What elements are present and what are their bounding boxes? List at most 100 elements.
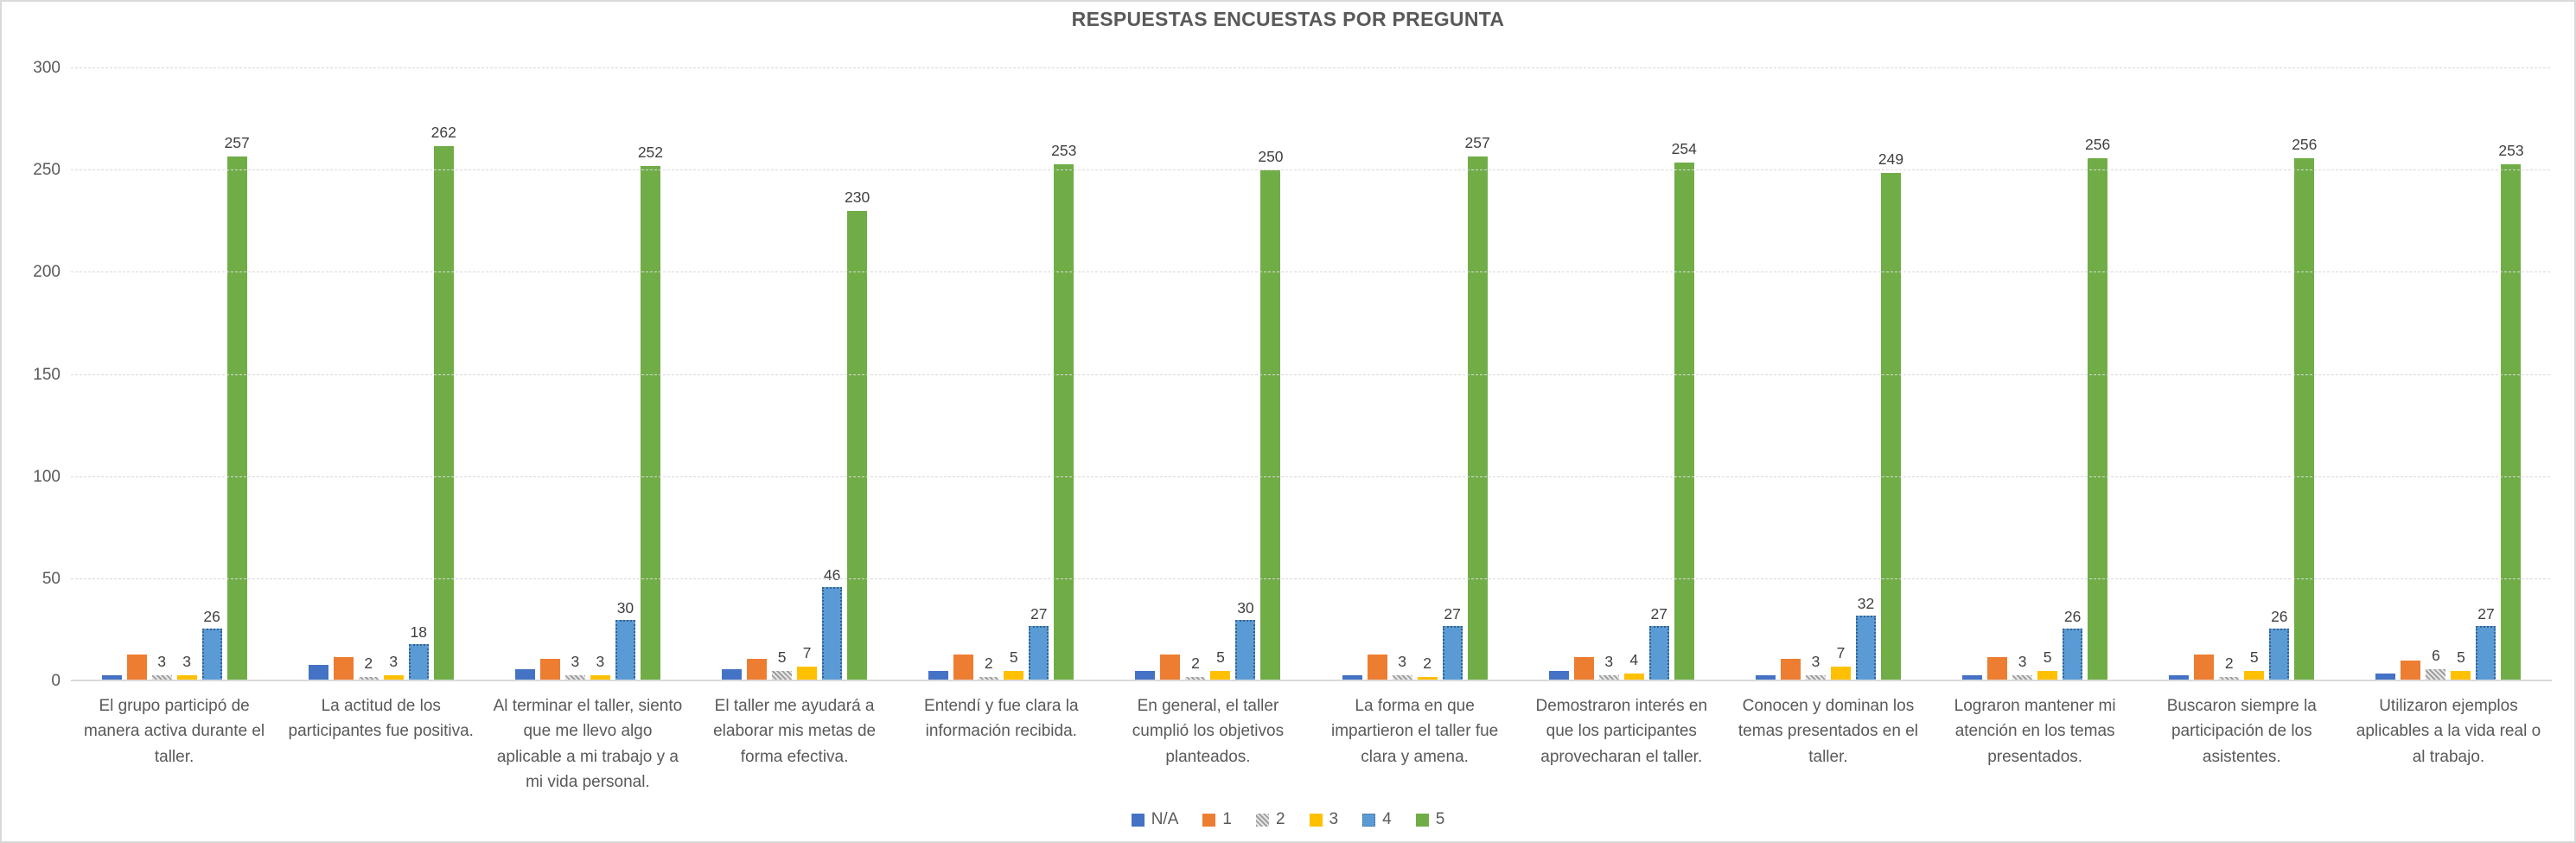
bar-series-2[interactable]: 5 — [772, 648, 793, 681]
legend-item-4[interactable]: 4 — [1362, 810, 1392, 829]
data-label: 3 — [157, 653, 166, 670]
legend-item-na[interactable]: N/A — [1131, 810, 1178, 829]
bar-series-1[interactable] — [953, 655, 974, 681]
bar-series-4[interactable]: 27 — [1648, 605, 1669, 681]
bar-series-3[interactable]: 5 — [2244, 648, 2265, 681]
legend-item-2[interactable]: 2 — [1255, 810, 1285, 829]
bar-series-3[interactable]: 7 — [1830, 644, 1851, 681]
bar-series-na[interactable] — [1755, 675, 1776, 681]
bar-series-1[interactable] — [539, 659, 560, 681]
bar-series-5[interactable]: 250 — [1258, 148, 1284, 681]
gridline — [71, 169, 2552, 171]
data-label: 253 — [2498, 142, 2524, 159]
bar-series-4[interactable]: 27 — [1442, 605, 1463, 681]
bar-series-1[interactable] — [1367, 655, 1387, 681]
bar-series-na[interactable] — [1135, 671, 1156, 681]
bar-series-4[interactable]: 26 — [2269, 608, 2290, 681]
bar-series-3[interactable]: 4 — [1623, 651, 1644, 681]
category-cell: En general, el taller cumplió los objeti… — [1105, 693, 1311, 795]
bar-series-4[interactable]: 46 — [822, 566, 843, 681]
bar-series-5[interactable]: 254 — [1672, 140, 1697, 681]
bar-series-na[interactable] — [1342, 675, 1362, 681]
bar-series-2[interactable]: 2 — [358, 655, 379, 681]
bar-series-2[interactable]: 3 — [2012, 653, 2033, 681]
legend-item-1[interactable]: 1 — [1202, 810, 1232, 829]
bar-series-4[interactable]: 26 — [201, 608, 222, 681]
bar-series-5[interactable]: 257 — [1465, 134, 1490, 681]
bar-series-1[interactable] — [2401, 661, 2421, 681]
bar-series-3[interactable]: 5 — [1210, 648, 1231, 681]
category-cell: Utilizaron ejemplos aplicables a la vida… — [2345, 693, 2552, 795]
bar-series-1[interactable] — [747, 659, 768, 681]
category-label: La actitud de los participantes fue posi… — [288, 697, 474, 741]
bar-series-na[interactable] — [2169, 675, 2190, 681]
bar-series-4[interactable]: 27 — [2476, 605, 2496, 681]
bar-series-na[interactable] — [1962, 675, 1983, 681]
bar-series-4[interactable]: 18 — [408, 623, 429, 681]
bar-series-5[interactable]: 252 — [638, 144, 663, 681]
data-label: 18 — [410, 623, 427, 641]
legend-label: 2 — [1275, 810, 1285, 828]
bar-series-4[interactable]: 30 — [615, 599, 635, 681]
bar-series-5[interactable]: 256 — [2292, 136, 2317, 681]
bar-series-2[interactable]: 2 — [1185, 655, 1206, 681]
bar-series-1[interactable] — [1780, 659, 1801, 681]
bar-series-4[interactable]: 27 — [1029, 605, 1049, 681]
bar-series-na[interactable] — [928, 671, 949, 681]
bar-series-3[interactable]: 5 — [2451, 648, 2471, 681]
bar-series-3[interactable]: 5 — [2037, 648, 2058, 681]
bar-series-5[interactable]: 262 — [431, 124, 456, 681]
bar-series-1[interactable] — [2194, 655, 2215, 681]
bar-series-na[interactable] — [308, 665, 328, 681]
bar-series-2[interactable]: 3 — [1392, 653, 1412, 681]
category-cell: Al terminar el taller, siento que me lle… — [484, 693, 691, 795]
bar-series-2[interactable]: 3 — [1805, 653, 1826, 681]
bar-series-na[interactable] — [514, 669, 535, 681]
bar-series-4[interactable]: 30 — [1235, 599, 1256, 681]
bar-series-3[interactable]: 7 — [797, 644, 818, 681]
bar-series-2[interactable]: 6 — [2426, 647, 2446, 681]
bar-series-4[interactable]: 26 — [2063, 608, 2083, 681]
bar-series-5[interactable]: 253 — [1051, 142, 1076, 681]
category-label: Conocen y dominan los temas presentados … — [1738, 697, 1918, 766]
data-label: 6 — [2432, 647, 2440, 664]
bar-series-4[interactable]: 32 — [1855, 595, 1876, 681]
bar-series-5[interactable]: 257 — [224, 134, 250, 681]
bar-series-na[interactable] — [722, 669, 743, 681]
category-label: Utilizaron ejemplos aplicables a la vida… — [2356, 697, 2541, 766]
bar-series-1[interactable] — [333, 657, 354, 681]
bar-group: 5 7 46 230 — [692, 68, 898, 681]
bar-series-1[interactable] — [1987, 657, 2008, 681]
category-cell: Conocen y dominan los temas presentados … — [1725, 693, 1931, 795]
data-label: 30 — [1237, 599, 1254, 616]
category-cell: La forma en que impartieron el taller fu… — [1311, 693, 1518, 795]
data-label: 7 — [802, 644, 812, 661]
bar-series-5[interactable]: 249 — [1878, 150, 1903, 681]
data-label: 26 — [2063, 608, 2082, 625]
bar-series-3[interactable]: 3 — [383, 653, 404, 681]
legend-item-3[interactable]: 3 — [1309, 810, 1338, 829]
bar-series-5[interactable]: 253 — [2498, 142, 2524, 681]
bar-series-1[interactable] — [126, 655, 147, 681]
bar-group: 3 5 26 256 — [1932, 68, 2139, 681]
bar-series-2[interactable]: 3 — [151, 653, 172, 681]
y-axis-tick-label: 50 — [41, 569, 61, 588]
bar-series-na[interactable] — [101, 675, 122, 681]
bar-series-1[interactable] — [1160, 655, 1181, 681]
bar-series-5[interactable]: 256 — [2085, 136, 2110, 681]
bar-series-2[interactable]: 2 — [979, 655, 999, 681]
bar-series-3[interactable]: 3 — [176, 653, 197, 681]
bar-series-2[interactable]: 3 — [564, 653, 585, 681]
data-label: 249 — [1878, 150, 1904, 168]
bar-series-2[interactable]: 3 — [1598, 653, 1619, 681]
bar-series-3[interactable]: 5 — [1004, 648, 1024, 681]
legend-item-5[interactable]: 5 — [1415, 810, 1444, 829]
bar-series-1[interactable] — [1573, 657, 1594, 681]
bar-series-2[interactable]: 2 — [2219, 655, 2240, 681]
data-label: 2 — [984, 655, 993, 672]
bar-series-3[interactable]: 3 — [590, 653, 610, 681]
bar-series-na[interactable] — [2375, 674, 2396, 681]
bar-series-na[interactable] — [1548, 671, 1569, 681]
bar-series-3[interactable]: 2 — [1417, 655, 1438, 681]
bar-series-5[interactable]: 230 — [845, 188, 870, 681]
